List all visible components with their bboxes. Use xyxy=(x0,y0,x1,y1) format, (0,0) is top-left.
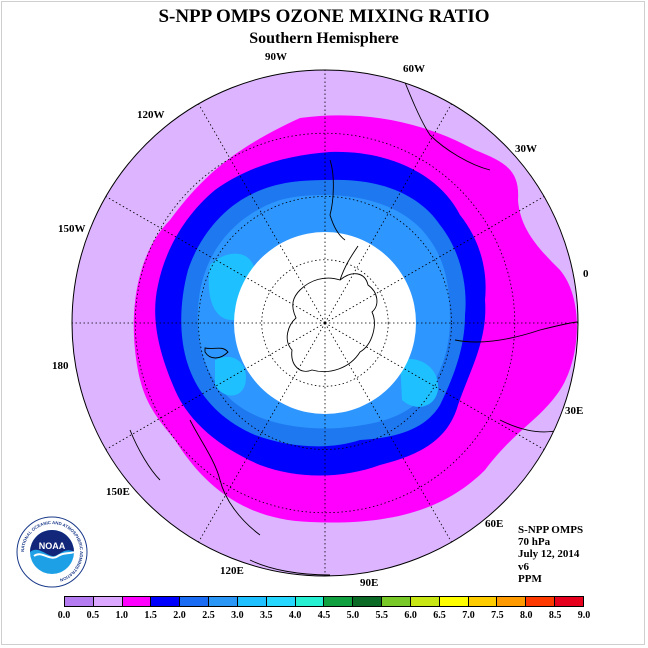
info-units: PPM xyxy=(518,572,542,585)
colorbar-tick-label: 3.0 xyxy=(231,610,244,621)
colorbar-cell xyxy=(93,597,123,606)
lon-label-0: 0 xyxy=(583,268,589,280)
latitude-circle xyxy=(198,196,452,450)
info-block: S-NPP OMPS 70 hPa July 12, 2014 v6 PPM xyxy=(518,524,583,585)
colorbar-cell xyxy=(324,597,354,606)
info-level: 70 hPa xyxy=(518,536,551,549)
info-date: July 12, 2014 xyxy=(518,548,580,561)
map-title: S-NPP OMPS OZONE MIXING RATIO xyxy=(158,6,490,27)
lon-label-90e: 90E xyxy=(360,577,379,589)
colorbar-tick-label: 4.5 xyxy=(317,610,331,621)
colorbar-cell xyxy=(295,597,325,606)
colorbar-tick-label: 2.5 xyxy=(202,610,215,621)
colorbar-tick-label: 0.0 xyxy=(57,610,71,621)
colorbar-cell xyxy=(151,597,181,606)
colorbar-cell xyxy=(353,597,383,606)
ozone-patch-3-0-east xyxy=(400,358,439,407)
colorbar-tick-label: 1.5 xyxy=(144,610,157,621)
colorbar-tick-label: 7.5 xyxy=(491,610,504,621)
lon-label-30w: 30W xyxy=(515,143,537,155)
latitude-circle xyxy=(261,259,389,387)
colorbar-tick-label: 8.0 xyxy=(519,610,533,621)
latitude-circle xyxy=(134,132,516,514)
colorbar-tick-label: 4.0 xyxy=(288,610,302,621)
colorbar-tick-label: 3.5 xyxy=(259,610,273,621)
colorbar-cell xyxy=(410,597,440,606)
info-version: v6 xyxy=(518,560,529,573)
colorbar-tick-label: 7.0 xyxy=(462,610,475,621)
coastlines xyxy=(129,70,578,576)
colorbar-cell xyxy=(468,597,498,606)
colorbar-cell xyxy=(209,597,238,606)
lon-label-60e: 60E xyxy=(485,518,504,530)
ozone-patch-3-0-southwest xyxy=(215,356,246,396)
colorbar-tick-label: 6.5 xyxy=(433,610,446,621)
lon-label-120w: 120W xyxy=(137,109,165,121)
colorbar-tick-label: 5.5 xyxy=(375,610,389,621)
logo-text: NOAA xyxy=(39,541,66,551)
south-pole-marker xyxy=(323,321,327,325)
colorbar-cell xyxy=(382,597,411,606)
colorbar-tick-label: 1.0 xyxy=(115,610,129,621)
colorbar-cell xyxy=(555,597,583,606)
lon-label-180: 180 xyxy=(52,360,69,372)
colorbar-tick-label: 2.0 xyxy=(173,610,186,621)
lon-label-30e: 30E xyxy=(565,405,584,417)
graticule xyxy=(72,70,578,576)
info-instrument: S-NPP OMPS xyxy=(518,524,584,536)
colorbar-tick-label: 6.0 xyxy=(404,610,417,621)
noaa-logo: NATIONAL OCEANIC AND ATMOSPHERIC ADMINIS… xyxy=(16,516,88,588)
lon-label-150w: 150W xyxy=(58,223,86,235)
colorbar-cell xyxy=(180,597,210,606)
lon-label-90w: 90W xyxy=(265,51,287,63)
colorbar-tick-label: 8.5 xyxy=(548,610,562,621)
lon-label-150e: 150E xyxy=(106,486,130,498)
colorbar-cell xyxy=(526,597,556,606)
colorbar-cell xyxy=(266,597,296,606)
lon-label-120e: 120E xyxy=(220,565,244,577)
colorbar-cell xyxy=(497,597,527,606)
colorbar-tick-label: 5.0 xyxy=(346,610,360,621)
colorbar-tick-label: 9.0 xyxy=(577,610,591,621)
colorbar-cell xyxy=(439,597,469,606)
colorbar-cell xyxy=(65,597,94,606)
lon-label-60w: 60W xyxy=(403,63,425,75)
colorbar xyxy=(64,596,584,607)
map-subtitle: Southern Hemisphere xyxy=(249,30,399,47)
colorbar-cell xyxy=(237,597,267,606)
colorbar-cell xyxy=(122,597,152,606)
colorbar-tick-label: 0.5 xyxy=(86,610,100,621)
